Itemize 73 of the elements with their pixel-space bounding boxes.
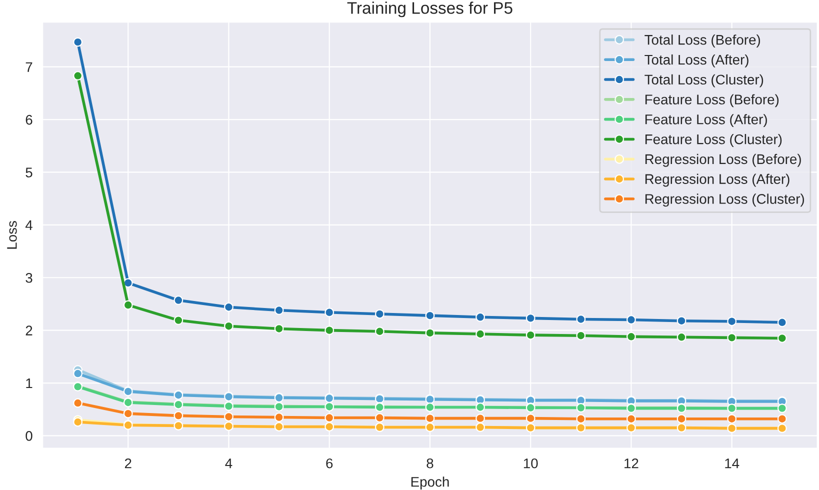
point xyxy=(73,71,83,81)
legend-label: Feature Loss (Cluster) xyxy=(645,134,782,147)
x-axis-title: Epoch xyxy=(411,476,449,490)
point xyxy=(324,326,334,336)
legend-label: Feature Loss (After) xyxy=(645,114,767,128)
point xyxy=(676,316,686,326)
legend-label: Total Loss (Before) xyxy=(644,34,760,48)
chart-title: Training Losses for P5 xyxy=(347,2,512,18)
legend-label: Total Loss (After) xyxy=(644,54,748,68)
y-axis-title: Loss xyxy=(7,221,17,249)
y-tick-label: 7 xyxy=(26,62,32,72)
point xyxy=(274,306,284,316)
y-tick-label: 1 xyxy=(26,378,32,388)
point xyxy=(476,312,486,322)
point xyxy=(626,414,636,424)
point xyxy=(123,278,133,288)
point xyxy=(727,316,737,326)
point xyxy=(174,316,184,326)
point xyxy=(274,324,284,334)
point xyxy=(576,314,586,324)
point xyxy=(425,310,435,320)
point xyxy=(123,300,133,310)
point xyxy=(73,368,83,378)
point xyxy=(123,408,133,418)
legend-label: Regression Loss (Before) xyxy=(645,154,801,167)
point xyxy=(425,328,435,338)
legend-label: Total Loss (Cluster) xyxy=(644,74,764,88)
x-tick-label: 12 xyxy=(624,458,638,468)
point xyxy=(526,414,536,424)
point xyxy=(626,332,636,342)
point xyxy=(727,332,737,342)
point xyxy=(476,329,486,339)
point xyxy=(73,398,83,408)
point xyxy=(274,412,284,422)
legend-label: Feature Loss (Before) xyxy=(645,94,779,108)
x-tick-label: 2 xyxy=(124,458,132,468)
legend-label: Regression Loss (After) xyxy=(645,174,790,187)
point xyxy=(576,414,586,424)
point xyxy=(324,413,334,423)
point xyxy=(676,332,686,342)
point xyxy=(224,412,234,422)
point xyxy=(777,414,787,424)
point xyxy=(374,413,384,423)
point xyxy=(425,414,435,424)
y-tick-label: 5 xyxy=(26,168,32,178)
point xyxy=(777,318,787,328)
y-tick-label: 2 xyxy=(26,326,32,336)
y-tick-label: 6 xyxy=(26,114,32,125)
y-tick-label: 4 xyxy=(25,220,32,230)
point xyxy=(174,410,184,420)
point xyxy=(224,302,234,312)
point xyxy=(224,321,234,331)
point xyxy=(174,296,184,305)
x-tick-label: 6 xyxy=(326,458,333,468)
point xyxy=(777,333,787,343)
point xyxy=(626,315,636,324)
point xyxy=(526,313,536,323)
point xyxy=(476,414,486,424)
point xyxy=(727,414,737,424)
x-tick-label: 4 xyxy=(225,458,232,468)
y-tick-label: 3 xyxy=(26,272,32,283)
point xyxy=(374,326,384,336)
x-tick-label: 10 xyxy=(524,458,538,468)
point xyxy=(526,330,536,340)
point xyxy=(676,414,686,424)
y-tick-label: 0 xyxy=(26,431,32,441)
x-tick-label: 8 xyxy=(426,458,434,468)
point xyxy=(73,37,83,47)
point xyxy=(324,308,334,318)
x-tick-label: 14 xyxy=(725,458,740,468)
point xyxy=(374,309,384,319)
legend-label: Regression Loss (Cluster) xyxy=(645,194,804,207)
point xyxy=(576,330,586,340)
